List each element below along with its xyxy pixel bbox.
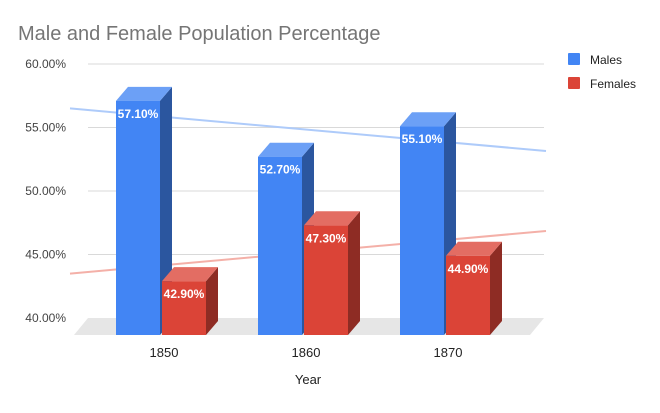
bar-females-1850: 42.90% xyxy=(162,267,218,335)
bar-front xyxy=(162,281,206,335)
bar-side xyxy=(160,86,172,335)
bar-females-1870: 44.90% xyxy=(446,241,502,335)
bar-top xyxy=(304,211,360,226)
legend-swatch xyxy=(568,53,580,65)
data-label: 42.90% xyxy=(164,287,205,301)
bar-front xyxy=(400,126,444,335)
data-label: 47.30% xyxy=(306,231,347,245)
legend-label: Males xyxy=(590,53,622,67)
bar-females-1860: 47.30% xyxy=(304,211,360,335)
bar-top xyxy=(446,241,502,256)
data-label: 57.10% xyxy=(118,107,159,121)
x-tick-label: 1850 xyxy=(150,345,179,360)
bars: 57.10% 42.90% 52.70% 47.30% 55.10% 44.90% xyxy=(116,86,502,335)
bar-top xyxy=(400,112,456,127)
bar-side xyxy=(348,211,360,335)
y-tick-label: 45.00% xyxy=(25,248,66,262)
y-tick-label: 50.00% xyxy=(25,184,66,198)
y-tick-label: 60.00% xyxy=(25,57,66,71)
bar-top xyxy=(116,86,172,101)
bar-front xyxy=(258,156,302,335)
bar-top xyxy=(162,267,218,282)
x-tick-label: 1870 xyxy=(434,345,463,360)
bar-side xyxy=(206,267,218,335)
bar-top xyxy=(258,142,314,157)
y-tick-label: 40.00% xyxy=(25,311,66,325)
bar-side xyxy=(490,241,502,335)
y-axis-ticks: 40.00% 45.00% 50.00% 55.00% 60.00% xyxy=(25,57,66,325)
legend-swatch xyxy=(568,77,580,89)
bar-males-1850: 57.10% xyxy=(116,86,172,335)
data-label: 55.10% xyxy=(402,132,443,146)
bar-front xyxy=(116,100,160,335)
x-axis-label: Year xyxy=(295,372,322,387)
bar-front xyxy=(446,255,490,335)
bar-males-1870: 55.10% xyxy=(400,112,456,335)
data-label: 44.90% xyxy=(448,262,489,276)
legend: Males Females xyxy=(568,53,636,91)
legend-label: Females xyxy=(590,77,636,91)
data-label: 52.70% xyxy=(260,163,301,177)
bar-front xyxy=(304,225,348,335)
chart-title: Male and Female Population Percentage xyxy=(18,23,380,45)
x-axis-ticks: 1850 1860 1870 xyxy=(150,345,463,360)
y-tick-label: 55.00% xyxy=(25,121,66,135)
x-tick-label: 1860 xyxy=(292,345,321,360)
